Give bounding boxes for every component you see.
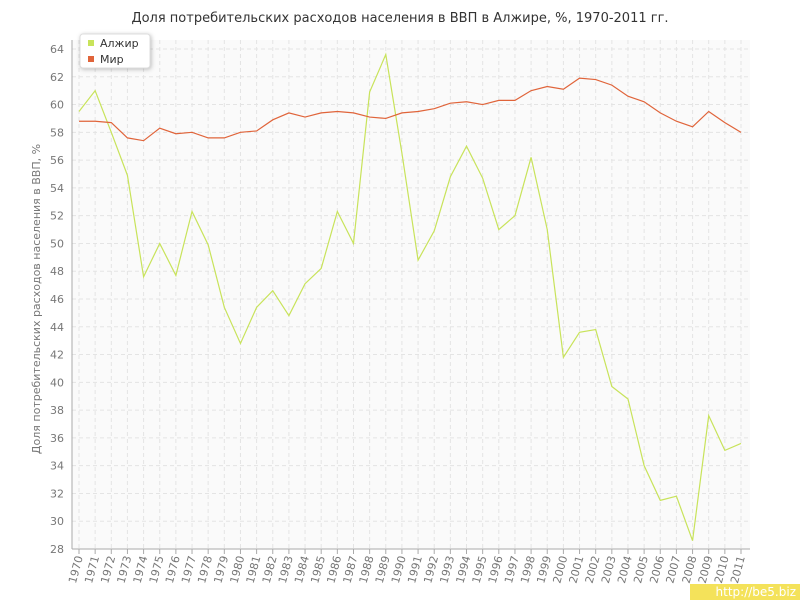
legend-label: Мир (100, 53, 124, 66)
y-tick-label: 64 (50, 43, 64, 56)
line-series (78, 52, 742, 541)
y-tick-label: 34 (50, 460, 64, 473)
plot-area (72, 40, 750, 549)
y-tick-label: 30 (50, 515, 64, 528)
y-axis-label: Доля потребительских расходов населения … (30, 144, 43, 454)
y-tick-label: 56 (50, 154, 64, 167)
legend-label: Алжир (100, 37, 139, 50)
watermark: http://be5.biz (716, 585, 796, 599)
legend-box (79, 33, 151, 69)
y-tick-label: 32 (50, 487, 64, 500)
y-tick-label: 42 (50, 349, 64, 362)
y-tick-label: 36 (50, 432, 64, 445)
y-tick-label: 46 (50, 293, 64, 306)
y-tick-label: 52 (50, 210, 64, 223)
y-tick-label: 60 (50, 99, 64, 112)
chart-title: Доля потребительских расходов населения … (131, 11, 668, 26)
y-tick-label: 44 (50, 321, 64, 334)
y-tick-label: 58 (50, 126, 64, 139)
y-tick-label: 28 (50, 543, 64, 556)
y-tick-label: 50 (50, 237, 64, 250)
y-tick-label: 38 (50, 404, 64, 417)
legend: Алжир Мир (79, 33, 151, 69)
y-tick-label: 48 (50, 265, 64, 278)
y-tick-label: 62 (50, 71, 64, 84)
y-tick-label: 40 (50, 376, 64, 389)
legend-swatch (88, 56, 94, 62)
line-series (79, 77, 742, 142)
watermark-bg (690, 584, 800, 600)
y-tick-label: 54 (50, 182, 64, 195)
legend-swatch (88, 40, 94, 46)
